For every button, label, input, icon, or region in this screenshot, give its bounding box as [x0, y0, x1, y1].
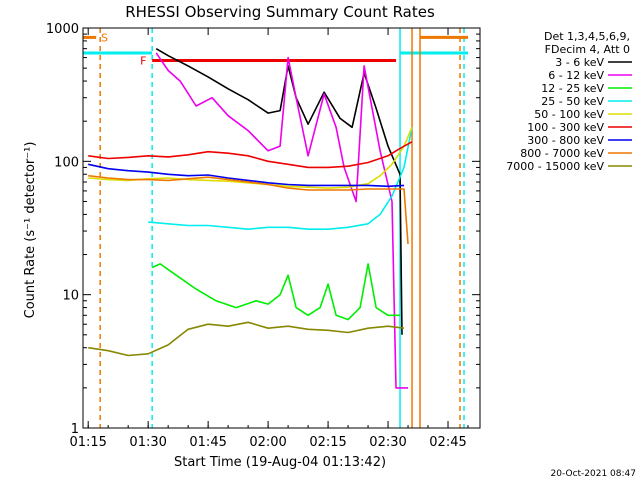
series-line-8: [88, 321, 405, 357]
x-tick-label-5: 02:30: [369, 435, 406, 450]
series-line-5: [88, 141, 413, 169]
x-tick-label-1: 01:30: [129, 435, 166, 450]
legend: Det 1,3,4,5,6,9,FDecim 4, Att 03 - 6 keV…: [506, 30, 632, 173]
y-axis: 1 10 100 1000: [46, 22, 480, 437]
y-axis-label: Count Rate (s⁻¹ detector⁻¹): [23, 142, 38, 319]
x-tick-label-4: 02:15: [309, 435, 346, 450]
x-tick-label-3: 02:00: [249, 435, 286, 450]
legend-label-5: 100 - 300 keV: [527, 121, 604, 134]
y-tick-label-0: 1: [71, 422, 79, 437]
flag-label-S: S: [101, 31, 108, 44]
flag-label-F: F: [140, 55, 146, 68]
legend-header-1: FDecim 4, Att 0: [545, 43, 630, 56]
y-tick-label-2: 100: [54, 155, 79, 170]
legend-header-0: Det 1,3,4,5,6,9,: [544, 30, 630, 43]
y-tick-label-3: 1000: [46, 22, 79, 37]
chart-title: RHESSI Observing Summary Count Rates: [125, 3, 435, 21]
plot-frame: [82, 27, 481, 429]
plot-area: SF: [83, 28, 469, 428]
series-line-1: [155, 52, 408, 389]
x-tick-label-0: 01:15: [69, 435, 106, 450]
series-line-6: [88, 163, 405, 188]
y-tick-label-1: 10: [62, 289, 79, 304]
legend-label-4: 50 - 100 keV: [534, 108, 604, 121]
x-tick-label-2: 01:45: [189, 435, 226, 450]
series-line-3: [148, 127, 413, 230]
series-line-2: [151, 263, 400, 321]
legend-label-7: 800 - 7000 keV: [520, 147, 604, 160]
x-axis-label: Start Time (19-Aug-04 01:13:42): [174, 455, 386, 470]
series-line-7: [88, 174, 409, 245]
legend-label-1: 6 - 12 keV: [548, 69, 604, 82]
legend-label-6: 300 - 800 keV: [527, 134, 604, 147]
legend-label-8: 7000 - 15000 keV: [506, 160, 604, 173]
legend-label-0: 3 - 6 keV: [555, 56, 604, 69]
x-tick-label-6: 02:45: [429, 435, 466, 450]
footer-timestamp: 20-Oct-2021 08:47: [551, 469, 636, 479]
x-axis: 01:15 01:30 01:45 02:00 02:15 02:30 02:45: [69, 28, 469, 450]
legend-label-2: 12 - 25 keV: [541, 82, 604, 95]
legend-label-3: 25 - 50 keV: [541, 95, 604, 108]
